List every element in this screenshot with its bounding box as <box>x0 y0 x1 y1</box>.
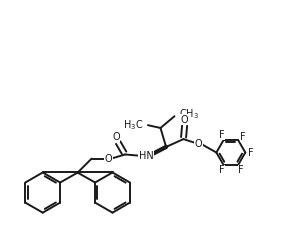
Text: O: O <box>105 154 112 164</box>
Text: O: O <box>181 114 189 125</box>
Text: F: F <box>238 165 244 175</box>
Text: F: F <box>248 148 254 157</box>
Text: CH$_3$: CH$_3$ <box>180 107 199 121</box>
Text: F: F <box>219 130 224 140</box>
Text: H$_3$C: H$_3$C <box>124 118 144 132</box>
Text: F: F <box>240 132 246 142</box>
Text: O: O <box>195 139 203 149</box>
Text: F: F <box>219 165 224 175</box>
Text: HN: HN <box>139 151 153 161</box>
Text: O: O <box>112 132 120 142</box>
